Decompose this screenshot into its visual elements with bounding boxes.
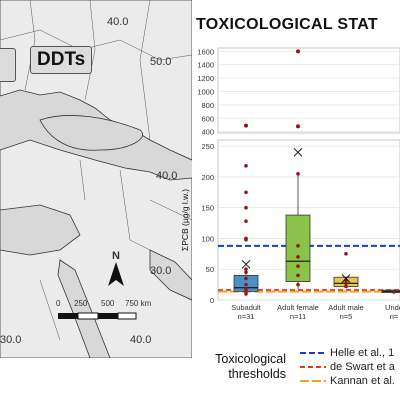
x-tick-label: Unde [385,303,400,312]
data-point [296,273,300,278]
upper-panel-frame [217,47,400,134]
map-svg [0,0,192,358]
lower-tick-label: 50 [206,265,214,274]
map-panel: DDTs 40.0 50.0 40.0 30.0 30.0 40.0 N 0 2… [0,0,192,358]
data-point [244,287,248,291]
data-point [344,278,348,283]
lower-tick-label: 0 [210,296,214,305]
data-point [344,281,348,286]
coord-right-top: 50.0 [150,56,172,68]
mean-marker [341,274,351,283]
legend-title-line1: Toxicological [215,352,286,366]
data-point [244,164,248,168]
land-north [0,0,192,161]
x-tick-label: Adult female [277,303,319,312]
borders [0,0,192,341]
upper-tick-label: 1200 [197,74,214,83]
box-rect [381,289,400,294]
data-point [244,190,248,195]
scale-label-250: 250 [74,299,88,308]
box-rect [285,214,311,282]
legend-item-deswart: de Swart et a [330,361,395,373]
map-tag-left [0,48,16,82]
scale-label-0: 0 [56,299,61,308]
legend-item-helle: Helle et al., 1 [330,347,395,359]
black-sea [39,115,143,151]
x-tick-n: n=5 [340,312,353,321]
lower-tick-label: 150 [201,204,214,213]
data-point [296,264,300,268]
data-point [296,282,300,287]
data-point [392,290,396,294]
upper-tick-label: 400 [201,128,214,137]
coord-right-low: 30.0 [150,265,172,277]
x-tick-n: n=31 [238,312,255,321]
legend-item-kannan: Kannan et al. [330,375,395,387]
lower-panel-frame [217,139,400,301]
legend-title-line2: thresholds [228,367,286,381]
lower-tick-label: 250 [201,142,214,151]
x-tick-label: Subadult [231,303,262,312]
scale-label-750: 750 km [125,299,152,308]
mean-marker [241,259,251,269]
chart-title: TOXICOLOGICAL STAT [196,16,378,33]
data-point [296,49,300,54]
red-sea [57,259,111,358]
data-point [244,123,248,128]
lower-tick-label: 100 [201,234,214,243]
scale-bar [58,312,137,320]
data-point [296,124,300,129]
north-arrow [108,262,124,286]
upper-tick-label: 800 [201,101,214,110]
data-point [244,276,248,281]
data-point [244,292,248,296]
x-tick-n: n= [390,312,399,321]
data-point [244,237,248,242]
north-label: N [112,250,120,262]
data-point [244,267,248,272]
mediterranean [0,204,81,256]
data-point [244,282,248,287]
box-rect [233,274,259,292]
box-rect [333,276,359,287]
mean-marker [293,147,303,157]
data-point [344,252,348,256]
x-tick-n: n=11 [290,312,306,321]
data-point [296,172,300,176]
coord-right-mid: 40.0 [156,170,178,182]
data-point [244,205,248,210]
persian-gulf [149,249,192,301]
map-tag-ddts: DDTs [30,46,93,74]
data-point [344,284,348,289]
data-point [244,289,248,294]
upper-tick-label: 1000 [197,88,214,97]
data-point [244,219,248,224]
x-tick-label: Adult male [328,303,363,312]
data-point [296,255,300,259]
scale-label-500: 500 [101,299,115,308]
lower-tick-label: 200 [201,173,214,182]
upper-tick-label: 1400 [197,61,214,70]
data-point [244,236,248,241]
upper-tick-label: 600 [201,114,214,123]
upper-panel: 400 600 800 1000 1200 1400 1600 [197,47,400,137]
coord-top-left: 40.0 [107,16,129,28]
upper-tick-label: 1600 [197,47,214,56]
coord-bottom-mid: 40.0 [130,334,152,346]
coord-bottom-left: 30.0 [0,334,22,346]
data-point [296,244,300,248]
data-point [244,270,248,275]
